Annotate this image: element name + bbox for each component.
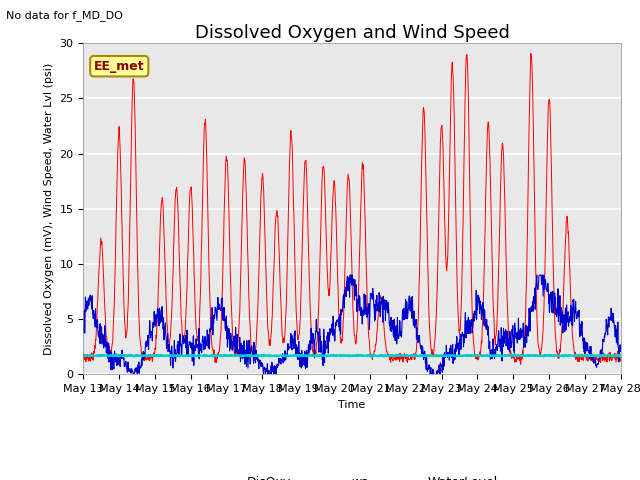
DisOxy bbox=[554, 355, 561, 361]
DisOxy bbox=[259, 174, 267, 180]
Line: WaterLevel: WaterLevel bbox=[83, 355, 621, 357]
WaterLevel bbox=[79, 353, 87, 359]
ws bbox=[436, 372, 444, 377]
X-axis label: Time: Time bbox=[339, 400, 365, 409]
Line: ws: ws bbox=[83, 275, 621, 374]
WaterLevel bbox=[259, 354, 267, 360]
WaterLevel bbox=[199, 353, 207, 359]
ws bbox=[506, 335, 514, 340]
WaterLevel bbox=[127, 352, 134, 358]
Text: No data for f_MD_DO: No data for f_MD_DO bbox=[6, 10, 124, 21]
DisOxy bbox=[435, 188, 443, 193]
DisOxy bbox=[506, 344, 513, 349]
ws bbox=[617, 348, 625, 354]
Y-axis label: Dissolved Oxygen (mV), Wind Speed, Water Lvl (psi): Dissolved Oxygen (mV), Wind Speed, Water… bbox=[44, 63, 54, 355]
Legend: DisOxy, ws, WaterLevel: DisOxy, ws, WaterLevel bbox=[201, 471, 503, 480]
Title: Dissolved Oxygen and Wind Speed: Dissolved Oxygen and Wind Speed bbox=[195, 24, 509, 42]
ws bbox=[259, 370, 267, 375]
WaterLevel bbox=[186, 353, 194, 359]
ws bbox=[554, 304, 561, 310]
WaterLevel bbox=[617, 353, 625, 359]
DisOxy bbox=[517, 361, 525, 367]
ws bbox=[199, 338, 207, 344]
ws bbox=[79, 330, 87, 336]
Line: DisOxy: DisOxy bbox=[83, 53, 621, 364]
WaterLevel bbox=[554, 353, 561, 359]
DisOxy bbox=[186, 195, 193, 201]
WaterLevel bbox=[367, 354, 374, 360]
DisOxy bbox=[617, 357, 625, 362]
DisOxy bbox=[79, 351, 87, 357]
WaterLevel bbox=[436, 352, 444, 358]
DisOxy bbox=[527, 50, 534, 56]
ws bbox=[130, 372, 138, 377]
DisOxy bbox=[199, 182, 207, 188]
WaterLevel bbox=[506, 353, 514, 359]
ws bbox=[346, 272, 354, 278]
Text: EE_met: EE_met bbox=[94, 60, 145, 72]
ws bbox=[186, 339, 194, 345]
